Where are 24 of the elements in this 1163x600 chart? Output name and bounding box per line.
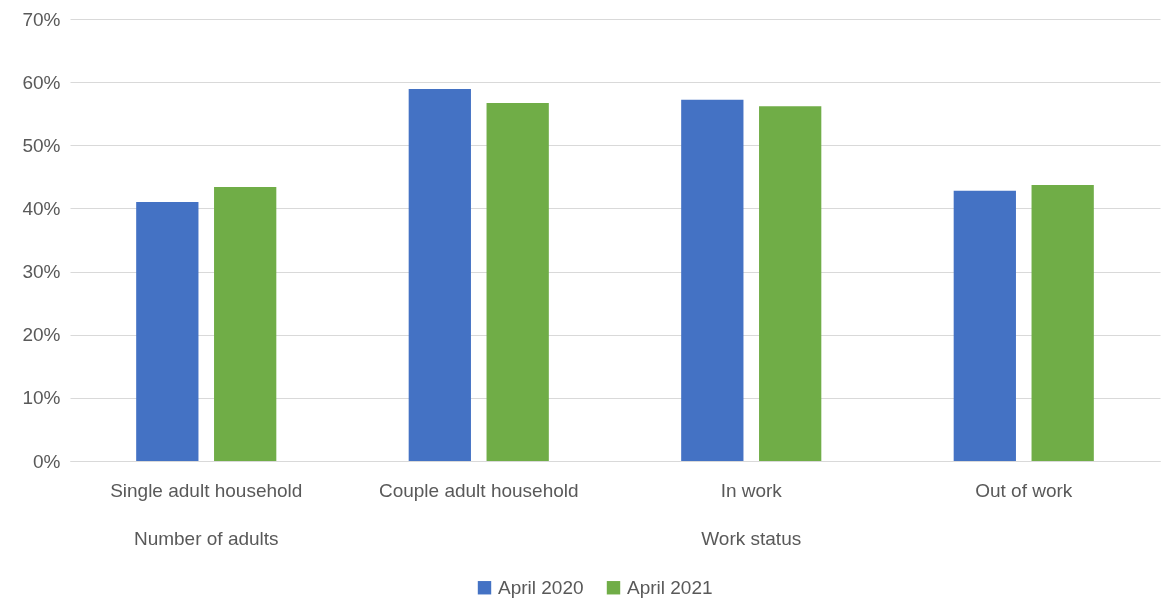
bar — [408, 89, 471, 461]
x-tick-label: Couple adult household — [378, 479, 579, 501]
y-tick-label: 50% — [22, 134, 61, 156]
y-tick-label: 60% — [22, 71, 61, 93]
text: Number of adults — [133, 528, 279, 549]
y-tick-label: 0% — [33, 450, 61, 472]
bar — [759, 106, 822, 461]
bar — [1031, 185, 1094, 461]
y-tick-label: 10% — [22, 387, 61, 409]
bar — [486, 102, 549, 461]
x-tick-label: Single adult household — [110, 479, 303, 501]
y-tick-label: 20% — [22, 324, 61, 346]
x-tick-label: Out of work — [975, 479, 1073, 501]
legend-label: April 2021 — [627, 576, 713, 598]
x-tick-label: In work — [720, 479, 783, 501]
bar — [953, 190, 1016, 461]
bar — [214, 186, 277, 461]
text: Work status — [701, 528, 802, 549]
y-tick-label: 30% — [22, 261, 61, 283]
legend-label: April 2020 — [498, 576, 584, 598]
bar — [681, 99, 744, 461]
y-tick-label: 40% — [22, 197, 61, 219]
y-tick-label: 70% — [22, 8, 61, 30]
bar — [136, 202, 199, 461]
